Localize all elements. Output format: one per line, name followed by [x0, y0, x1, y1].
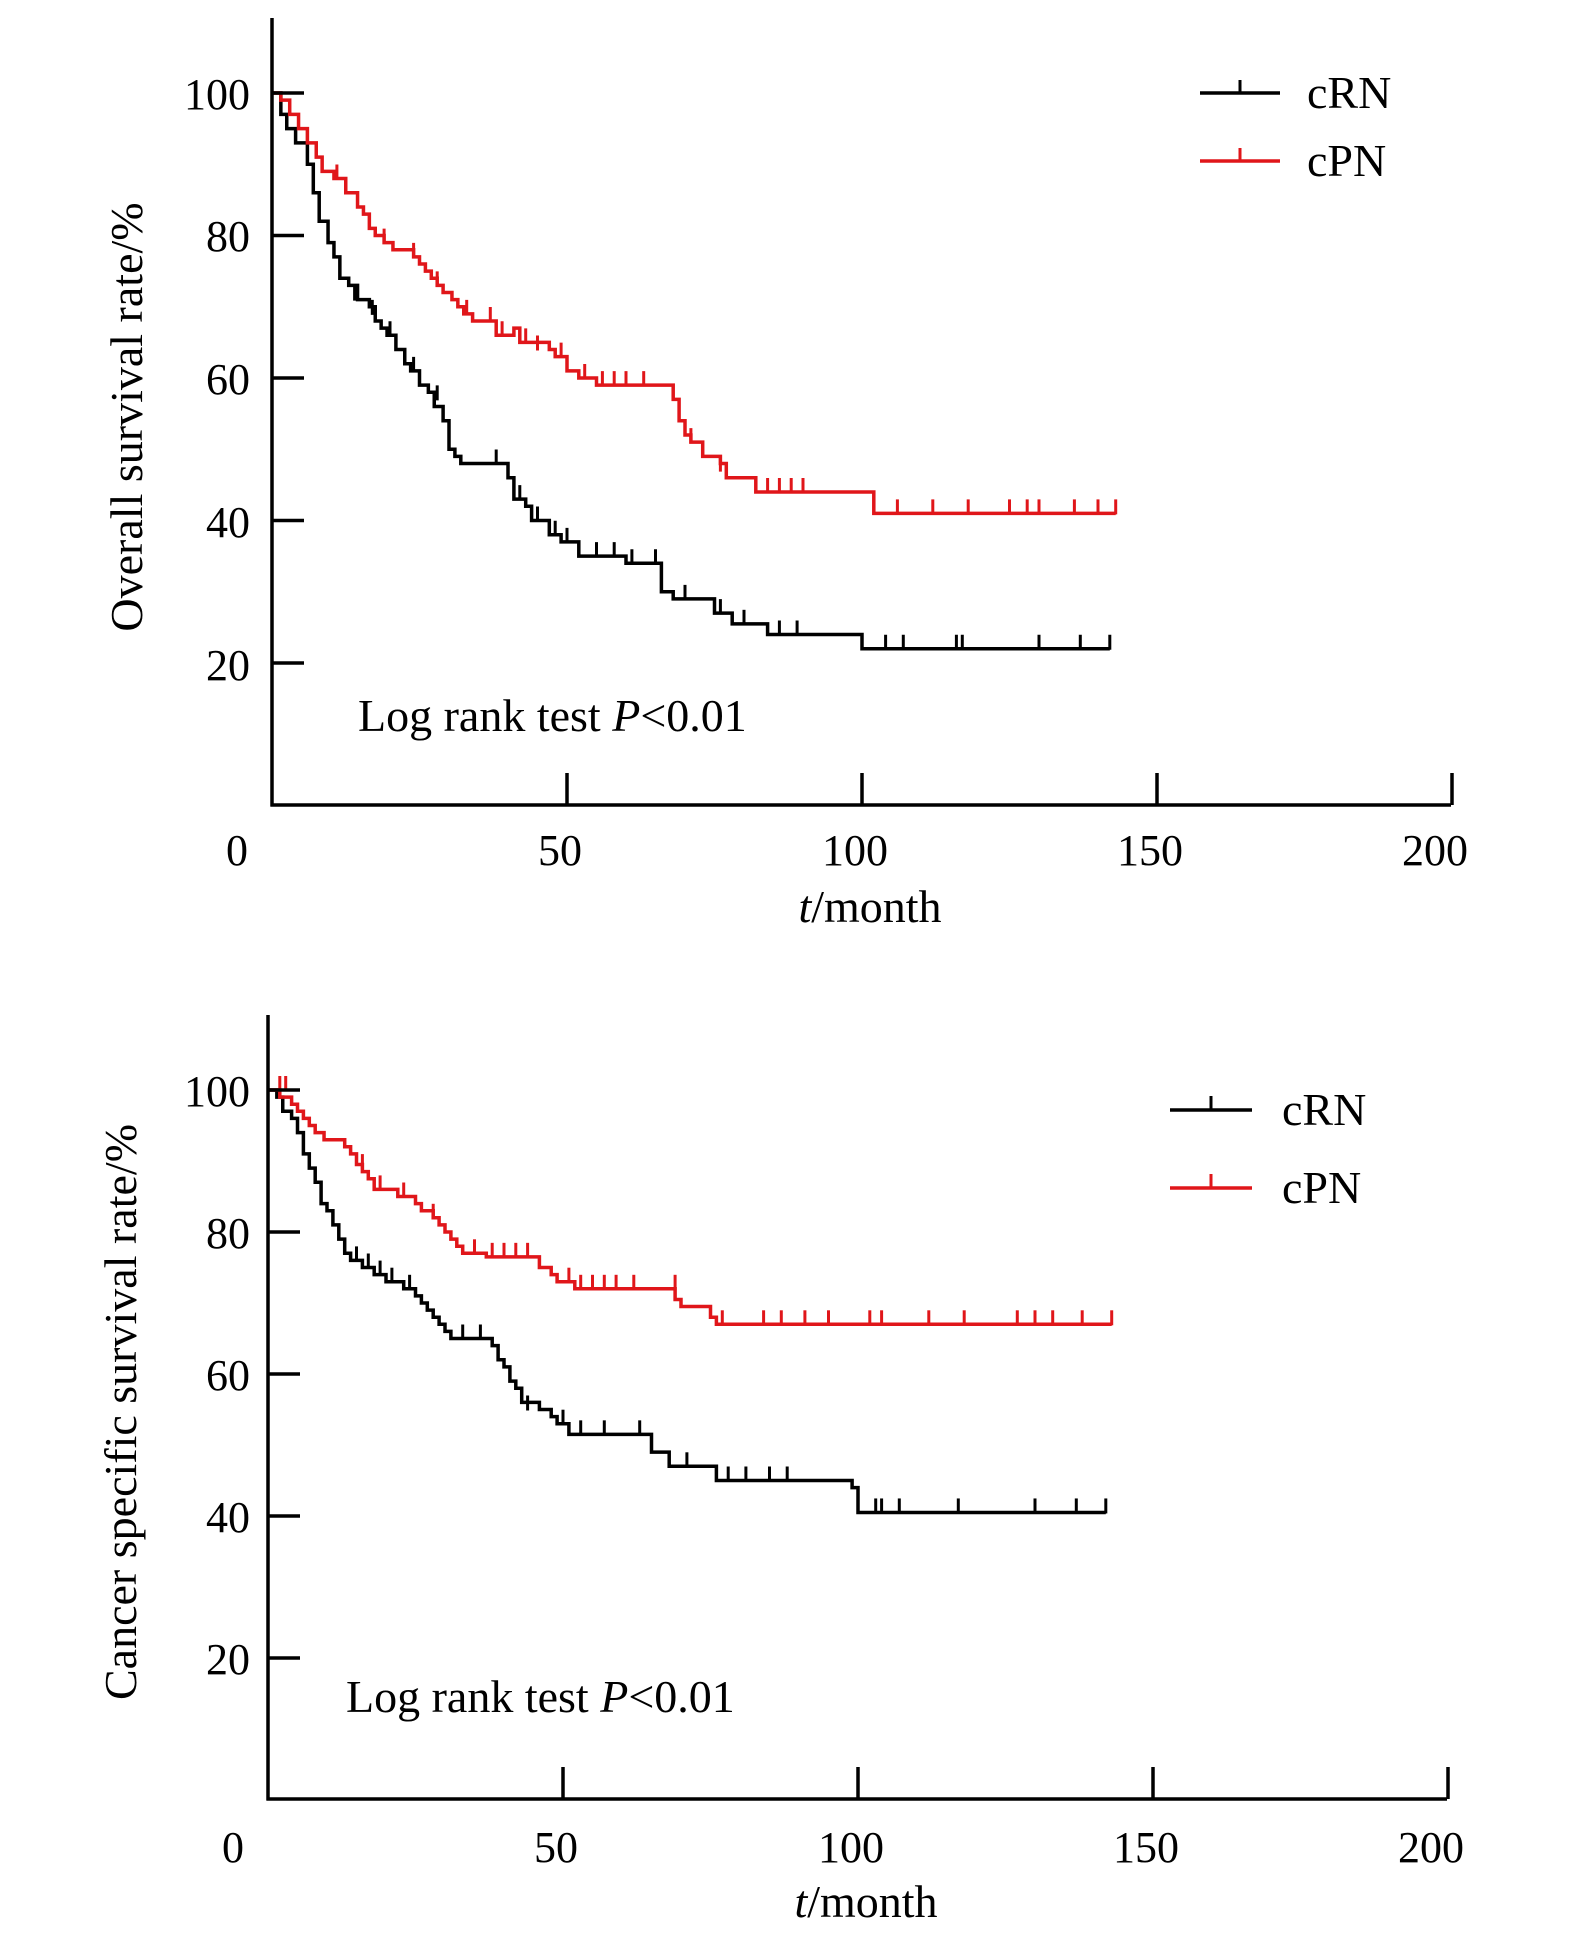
y-tick-label: 100 [184, 70, 250, 119]
survival-curve-cpn [272, 91, 1116, 516]
x-tick-labels: 0 50 100 150 200 [226, 826, 1468, 875]
y-tick-label: 60 [206, 1351, 250, 1400]
x-tick-label: 150 [1113, 1823, 1179, 1872]
survival-curve-crn [268, 1088, 1106, 1515]
y-axis-label: Cancer specific survival rate/% [95, 1124, 146, 1700]
chart-axes [270, 18, 1454, 807]
legend-item-crn: cRN [1170, 1084, 1366, 1135]
x-tick-label: 200 [1402, 826, 1468, 875]
legend-item-cpn: cPN [1170, 1162, 1361, 1213]
y-tick-label: 60 [206, 355, 250, 404]
x-tick-label: 100 [818, 1823, 884, 1872]
censor-marks [305, 128, 1118, 650]
y-tick-label: 20 [206, 1635, 250, 1684]
x-tick-label: 50 [538, 826, 582, 875]
x-tick-label: 100 [822, 826, 888, 875]
survival-curves [272, 91, 1116, 651]
x-axis-label: t/month [798, 881, 941, 932]
y-tick-label: 80 [206, 212, 250, 261]
cancer-specific-survival-chart: 0 50 100 150 200 20 40 60 80 100 t/month… [95, 1015, 1464, 1927]
y-tick-labels: 20 40 60 80 100 [184, 1067, 250, 1684]
overall-survival-chart: 0 50 100 150 200 20 40 60 80 100 t/month… [101, 18, 1468, 932]
log-rank-annotation: Log rank test P<0.01 [346, 1671, 735, 1722]
y-tick-labels: 20 40 60 80 100 [184, 70, 250, 690]
log-rank-annotation: Log rank test P<0.01 [358, 690, 747, 741]
legend: cRN cPN [1170, 1084, 1366, 1213]
censor-marks [278, 1076, 1114, 1514]
legend-label-crn: cRN [1307, 67, 1391, 118]
chart-axes [266, 1015, 1450, 1801]
legend-label-crn: cRN [1282, 1084, 1366, 1135]
y-tick-label: 40 [206, 1493, 250, 1542]
x-axis-label: t/month [794, 1876, 937, 1927]
y-tick-label: 100 [184, 1067, 250, 1116]
y-axis-label: Overall survival rate/% [101, 202, 152, 631]
y-tick-label: 40 [206, 498, 250, 547]
legend: cRN cPN [1200, 67, 1391, 186]
x-tick-label: 150 [1117, 826, 1183, 875]
x-tick-label: 200 [1398, 1823, 1464, 1872]
x-tick-label: 0 [222, 1823, 244, 1872]
legend-item-crn: cRN [1200, 67, 1391, 118]
x-tick-label: 50 [534, 1823, 578, 1872]
survival-curve-cpn [268, 1088, 1112, 1327]
x-tick-label: 0 [226, 826, 248, 875]
legend-label-cpn: cPN [1282, 1162, 1361, 1213]
survival-curves [268, 1088, 1112, 1515]
legend-item-cpn: cPN [1200, 135, 1386, 186]
y-tick-label: 80 [206, 1209, 250, 1258]
survival-curve-crn [272, 91, 1110, 651]
y-tick-label: 20 [206, 641, 250, 690]
legend-label-cpn: cPN [1307, 135, 1386, 186]
x-tick-labels: 0 50 100 150 200 [222, 1823, 1464, 1872]
